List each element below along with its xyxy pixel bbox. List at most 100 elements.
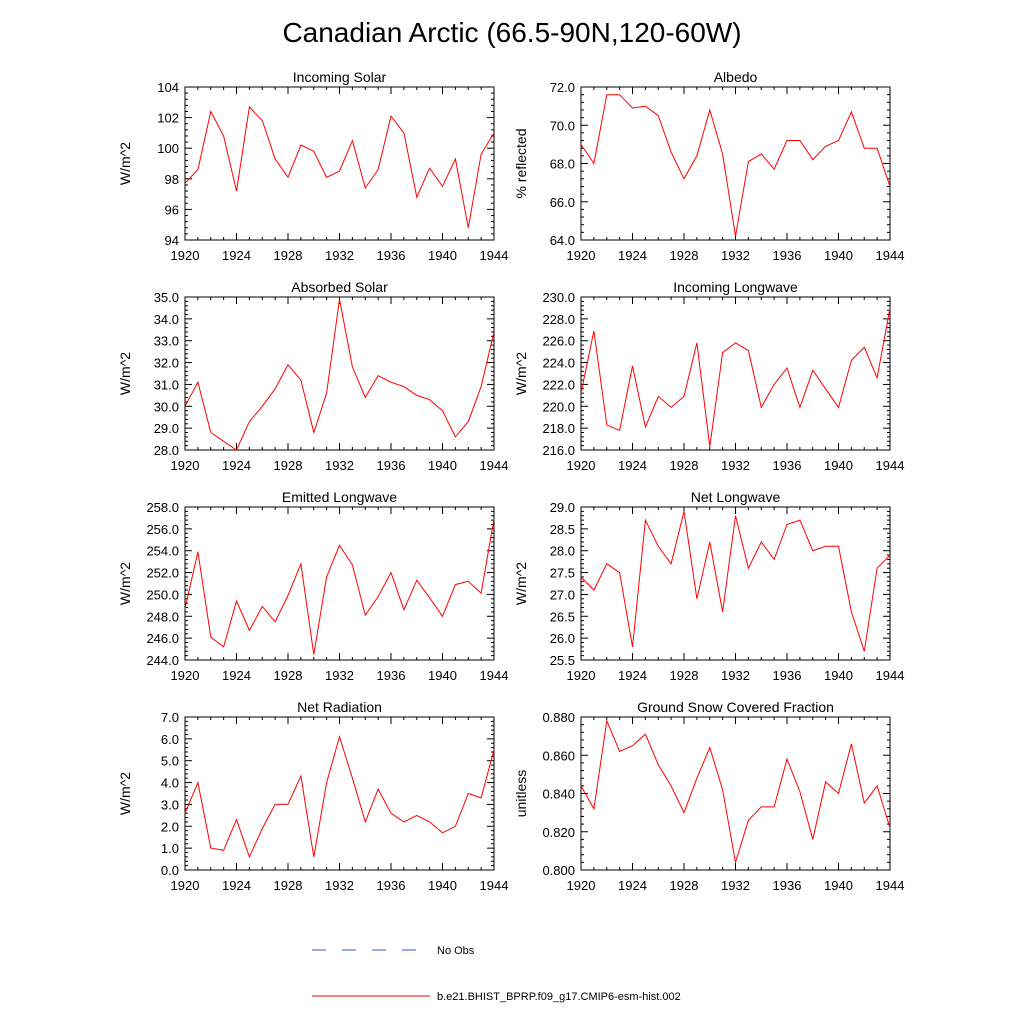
x-tick-label: 1920	[567, 878, 596, 893]
panel-net-radiation: Net Radiation W/m^2 1920 1924 1928 1932 1936 19…	[117, 699, 508, 893]
x-tick-label: 1936	[773, 668, 802, 683]
y-tick-label: 94	[165, 233, 179, 248]
y-tick-label: 258.0	[146, 500, 179, 515]
x-tick-label: 1924	[618, 248, 647, 263]
x-tick-label: 1924	[618, 878, 647, 893]
x-tick-label: 1920	[567, 668, 596, 683]
x-tick-label: 1920	[171, 458, 200, 473]
y-tick-label: 250.0	[146, 587, 179, 602]
x-tick-label: 1944	[480, 458, 509, 473]
series-line-emitted-longwave	[184, 518, 495, 655]
x-tick-label: 1940	[824, 878, 853, 893]
y-axis-label: % reflected	[513, 128, 529, 198]
series-line-absorbed-solar	[184, 299, 495, 451]
series-line-net-radiation	[184, 734, 495, 859]
x-tick-label: 1928	[670, 248, 699, 263]
x-tick-label: 1940	[824, 458, 853, 473]
x-tick-label: 1932	[325, 458, 354, 473]
x-tick-label: 1944	[480, 248, 509, 263]
y-tick-label: 68.0	[550, 157, 575, 172]
x-tick-label: 1928	[274, 878, 303, 893]
x-tick-label: 1920	[171, 878, 200, 893]
y-tick-label: 222.0	[542, 377, 575, 392]
panel-title: Incoming Longwave	[673, 279, 798, 295]
y-tick-label: 216.0	[542, 443, 575, 458]
y-tick-label: 100	[157, 141, 179, 156]
x-tick-label: 1920	[567, 248, 596, 263]
plot-frame	[184, 506, 495, 661]
y-tick-label: 31.0	[154, 377, 179, 392]
chart-panels: Incoming Solar W/m^2 1920 1924 1928 1932 1936 1…	[117, 69, 904, 893]
plot-frame	[580, 86, 891, 241]
panel-title: Ground Snow Covered Fraction	[637, 699, 834, 715]
y-tick-label: 104	[157, 80, 179, 95]
y-tick-label: 218.0	[542, 421, 575, 436]
plot-frame	[184, 86, 495, 241]
y-tick-label: 2.0	[161, 819, 179, 834]
series-line-incoming-solar	[184, 105, 495, 228]
x-tick-label: 1924	[222, 458, 251, 473]
y-tick-label: 5.0	[161, 754, 179, 769]
panel-incoming-solar: Incoming Solar W/m^2 1920 1924 1928 1932 1936 1…	[117, 69, 508, 263]
y-tick-label: 248.0	[146, 609, 179, 624]
legend-label-model: b.e21.BHIST_BPRP.f09_g17.CMIP6-esm-hist.…	[437, 991, 681, 1003]
y-tick-label: 0.860	[542, 748, 575, 763]
y-axis-label: W/m^2	[513, 562, 529, 605]
x-tick-label: 1940	[428, 458, 457, 473]
panel-title: Incoming Solar	[293, 69, 387, 85]
panel-title: Net Radiation	[297, 699, 382, 715]
y-tick-label: 228.0	[542, 312, 575, 327]
y-axis-label: W/m^2	[117, 142, 133, 185]
y-tick-label: 256.0	[146, 522, 179, 537]
figure-title: Canadian Arctic (66.5-90N,120-60W)	[282, 17, 741, 48]
x-tick-label: 1932	[325, 668, 354, 683]
panel-title: Albedo	[714, 69, 758, 85]
y-tick-label: 4.0	[161, 776, 179, 791]
legend: No Obs b.e21.BHIST_BPRP.f09_g17.CMIP6-es…	[312, 945, 681, 1003]
x-tick-label: 1932	[325, 878, 354, 893]
y-tick-label: 102	[157, 111, 179, 126]
series-line-ground-snow-covered-fraction	[580, 718, 891, 863]
y-axis-label: unitless	[513, 770, 529, 817]
x-tick-label: 1940	[428, 878, 457, 893]
x-tick-label: 1928	[670, 458, 699, 473]
y-tick-label: 226.0	[542, 334, 575, 349]
series-line-albedo	[580, 94, 891, 237]
x-tick-label: 1920	[171, 668, 200, 683]
x-tick-label: 1932	[325, 248, 354, 263]
y-tick-label: 70.0	[550, 118, 575, 133]
y-tick-label: 254.0	[146, 544, 179, 559]
x-tick-label: 1920	[567, 458, 596, 473]
x-tick-label: 1940	[428, 668, 457, 683]
y-tick-label: 26.5	[550, 609, 575, 624]
y-tick-label: 66.0	[550, 195, 575, 210]
y-tick-label: 0.880	[542, 710, 575, 725]
x-tick-label: 1944	[876, 878, 905, 893]
x-tick-label: 1932	[721, 248, 750, 263]
y-tick-label: 30.0	[154, 399, 179, 414]
y-tick-label: 230.0	[542, 290, 575, 305]
panel-incoming-longwave: Incoming Longwave W/m^2 1920 1924 1928 1932 19…	[513, 279, 904, 473]
y-tick-label: 27.0	[550, 587, 575, 602]
plot-frame	[580, 506, 891, 661]
panel-net-longwave: Net Longwave W/m^2 1920 1924 1928 1932 1936 194…	[513, 489, 904, 683]
x-tick-label: 1940	[428, 248, 457, 263]
y-tick-label: 64.0	[550, 233, 575, 248]
panel-title: Net Longwave	[691, 489, 781, 505]
legend-label-no-obs: No Obs	[437, 945, 475, 957]
y-tick-label: 29.0	[550, 500, 575, 515]
plot-frame	[184, 716, 495, 871]
panel-title: Absorbed Solar	[291, 279, 388, 295]
y-tick-label: 220.0	[542, 399, 575, 414]
y-tick-label: 0.800	[542, 863, 575, 878]
plot-frame	[580, 296, 891, 451]
plot-frame	[580, 716, 891, 871]
y-tick-label: 72.0	[550, 80, 575, 95]
y-tick-label: 0.840	[542, 787, 575, 802]
x-tick-label: 1936	[377, 668, 406, 683]
panel-title: Emitted Longwave	[282, 489, 397, 505]
x-tick-label: 1928	[274, 668, 303, 683]
x-tick-label: 1924	[618, 668, 647, 683]
x-tick-label: 1944	[876, 458, 905, 473]
